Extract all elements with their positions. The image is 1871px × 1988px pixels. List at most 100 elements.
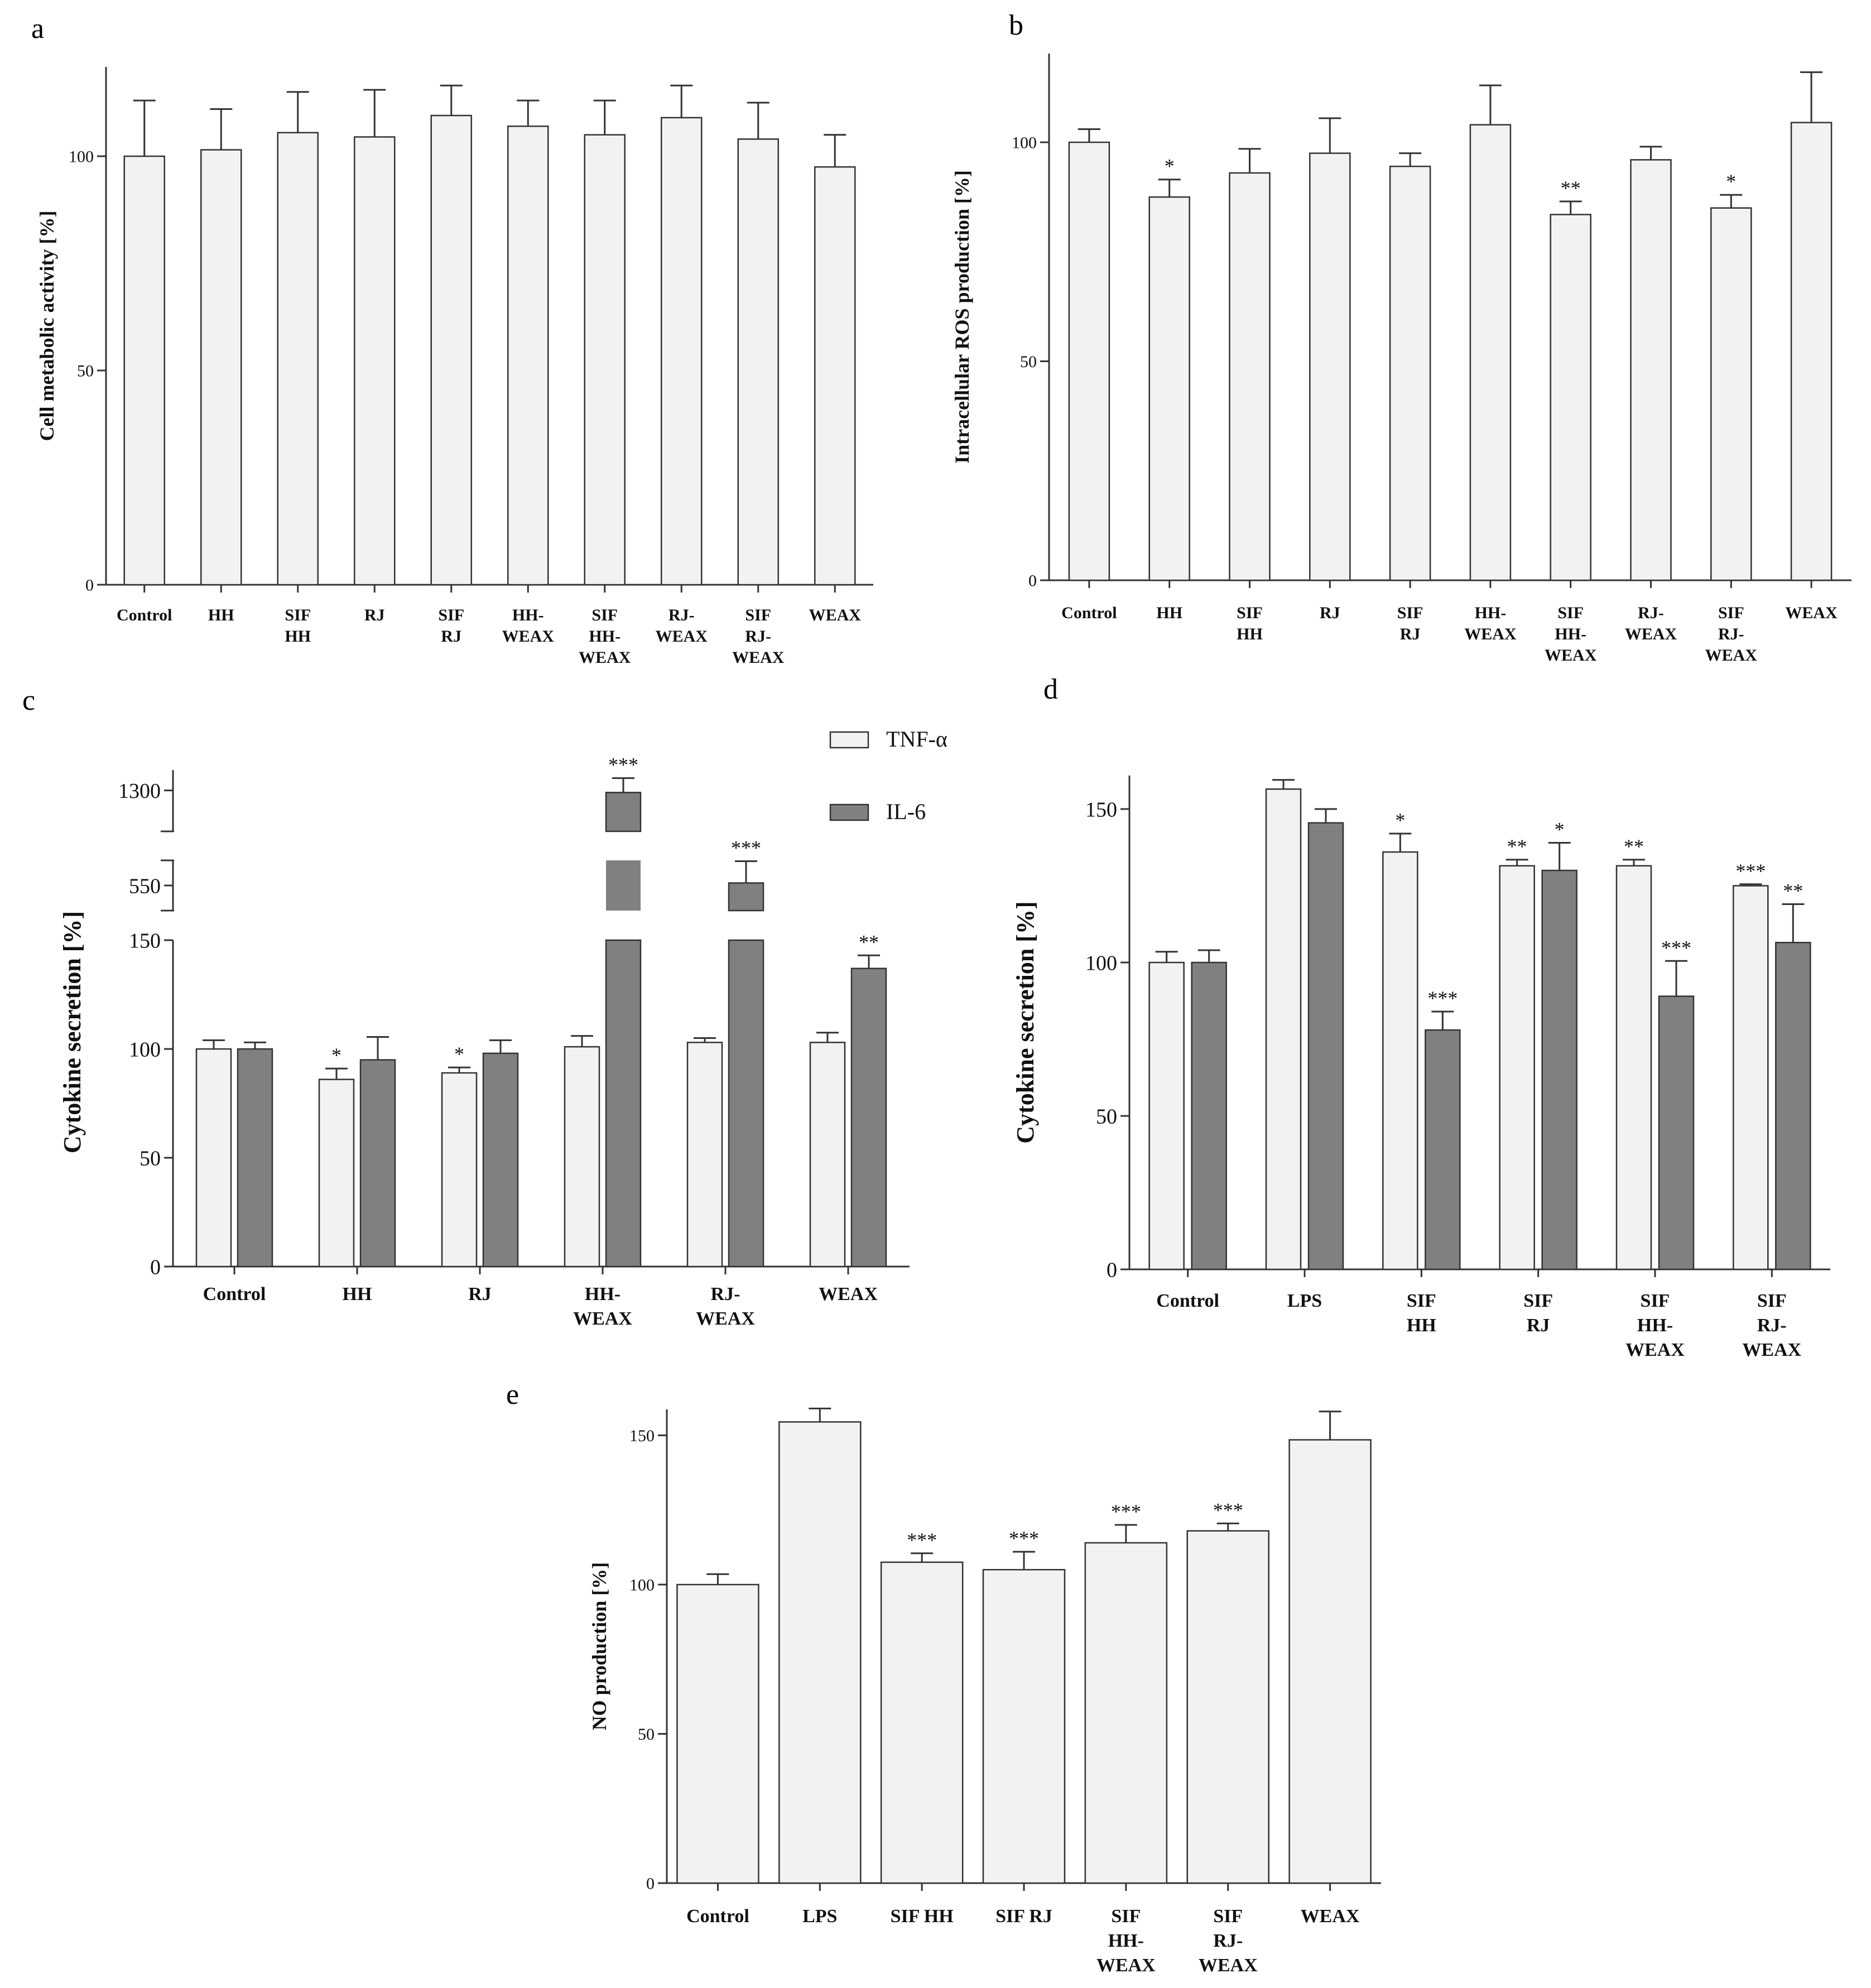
bar [1541, 869, 1577, 1270]
x-tick-label: SIF RJ [995, 1906, 1052, 1927]
significance-label: * [454, 1043, 464, 1065]
x-tick-label: WEAX [696, 1308, 755, 1329]
x-tick-label: HH [1237, 625, 1263, 643]
x-tick-label: WEAX [809, 606, 862, 624]
bar [982, 1569, 1066, 1884]
x-tick-label: WEAX [732, 648, 785, 667]
y-tick-label: 100 [129, 1038, 161, 1061]
x-tick-label: SIF [1407, 1291, 1436, 1311]
x-tick-label: HH [285, 627, 311, 646]
x-tick-label: Control [203, 1284, 266, 1305]
x-tick-label: RJ- [1757, 1315, 1787, 1336]
bar [277, 132, 319, 586]
bar [1425, 1029, 1461, 1270]
bar [1499, 865, 1535, 1270]
legend-label: IL-6 [886, 799, 926, 824]
x-tick-label: HH [343, 1284, 372, 1305]
x-tick-label: WEAX [579, 648, 631, 667]
y-axis-label: Cell metabolic activity [%] [36, 211, 58, 441]
x-tick-label: SIF [1237, 604, 1263, 622]
legend-swatch [829, 803, 869, 821]
x-tick-label: RJ [441, 627, 461, 646]
bar [605, 939, 642, 1268]
bar [123, 155, 165, 586]
bar [1615, 865, 1652, 1270]
bar [728, 939, 764, 1268]
y-tick-label: 50 [140, 1147, 161, 1170]
y-tick-label: 50 [1096, 1105, 1117, 1128]
y-tick-label: 50 [77, 362, 94, 381]
panel-b-label: b [1009, 9, 1023, 41]
bar [686, 1042, 723, 1268]
bar [354, 136, 396, 586]
chart-e: 0 50 100 150 NO production [%] Control LPS *** S… [588, 1407, 1381, 1976]
x-tick-label: WEAX [1464, 625, 1517, 643]
panel-a-label: a [31, 13, 44, 45]
x-tick-label: WEAX [656, 627, 708, 646]
significance-label: *** [1427, 987, 1458, 1009]
x-tick-label: RJ- [1718, 625, 1744, 643]
x-tick-label: WEAX [1625, 625, 1677, 643]
x-tick-label: WEAX [1301, 1906, 1360, 1927]
bar [737, 138, 779, 586]
bar [1550, 214, 1591, 581]
y-tick-label: 550 [129, 874, 161, 898]
bar [1382, 851, 1418, 1270]
x-tick-label: Control [117, 606, 172, 624]
x-tick-label: RJ- [1213, 1931, 1243, 1951]
bar-segment [606, 860, 641, 911]
x-tick-label: WEAX [573, 1308, 632, 1329]
x-tick-label: RJ- [745, 627, 771, 646]
panel-e-label: e [506, 1379, 519, 1411]
x-tick-label: Control [686, 1906, 749, 1927]
y-axis-label: Intracellular ROS production [%] [951, 170, 973, 464]
bar [200, 149, 242, 586]
bar [482, 1052, 519, 1268]
bar [809, 1042, 846, 1268]
y-tick-label: 100 [1085, 951, 1117, 975]
bar [880, 1561, 964, 1884]
bar [1307, 822, 1344, 1270]
x-tick-label: HH- [512, 606, 544, 624]
chart-d: 0 50 100 150 Cytokine secretion [%] Control LP… [1012, 776, 1830, 1360]
x-tick-label: WEAX [1096, 1955, 1156, 1976]
x-tick-label: LPS [1287, 1291, 1322, 1311]
bar [584, 134, 626, 586]
x-tick-label: HH- [585, 1284, 621, 1305]
bar [430, 114, 472, 586]
x-tick-label: LPS [802, 1906, 837, 1927]
significance-label: *** [1661, 936, 1691, 959]
y-axis-label: Cytokine secretion [%] [1012, 901, 1039, 1143]
bar [676, 1583, 759, 1884]
y-tick-label: 50 [1020, 353, 1037, 371]
x-tick-label: RJ- [668, 606, 695, 624]
x-tick-label: SIF HH [891, 1906, 954, 1927]
x-tick-label: RJ [364, 606, 385, 624]
significance-label: * [1726, 170, 1736, 192]
bar [1469, 124, 1512, 581]
bar-segment [605, 792, 642, 832]
x-tick-label: HH [1156, 604, 1182, 622]
significance-label: *** [1111, 1500, 1141, 1523]
x-tick-label: RJ [1527, 1315, 1550, 1336]
significance-label: ** [1783, 880, 1803, 902]
x-tick-label: RJ [1320, 604, 1340, 622]
y-tick-label: 100 [1012, 134, 1037, 152]
x-tick-label: Control [1156, 1291, 1219, 1311]
legend-swatch [829, 731, 869, 749]
bar [778, 1421, 862, 1884]
bar [1733, 885, 1769, 1270]
x-tick-label: HH [1407, 1315, 1436, 1336]
x-tick-label: WEAX [1199, 1955, 1258, 1976]
y-axis-label: NO production [%] [588, 1562, 610, 1730]
bar [1186, 1530, 1269, 1884]
x-tick-label: SIF [1213, 1906, 1243, 1927]
significance-label: *** [1213, 1499, 1243, 1521]
y-axis-label: Cytokine secretion [%] [59, 911, 86, 1153]
x-tick-label: WEAX [1742, 1340, 1801, 1360]
x-tick-label: RJ- [1638, 604, 1664, 622]
y-tick-label: 0 [150, 1255, 161, 1279]
x-tick-label: SIF [745, 606, 771, 624]
y-tick-label: 150 [129, 929, 161, 952]
y-tick-label: 150 [1085, 798, 1117, 821]
